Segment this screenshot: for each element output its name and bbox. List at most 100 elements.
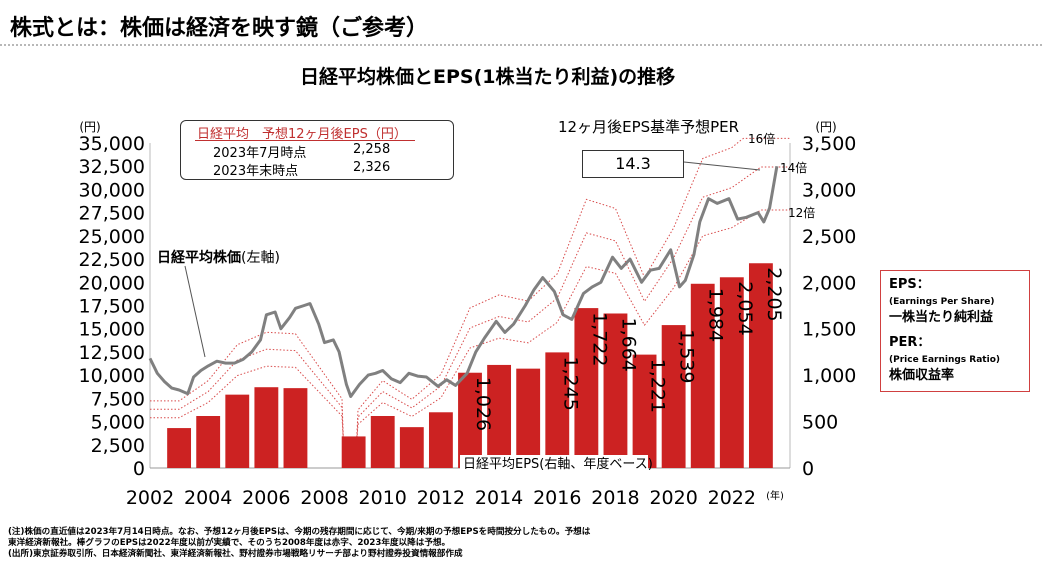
footnote-line: (出所)東京証券取引所、日本経済新聞社、東洋経済新報社、野村證券市場戦略リサーチ… xyxy=(8,549,463,559)
eps-bar xyxy=(690,283,715,468)
eps-bar-label: 1,245 xyxy=(559,356,581,410)
chart-title: 日経平均株価とEPS(1株当たり利益)の推移 xyxy=(300,66,676,88)
right-tick-label: 3,500 xyxy=(802,133,856,155)
left-tick-label: 5,000 xyxy=(91,412,145,434)
per-callout-leader xyxy=(683,161,761,171)
eps-box-header: 日経平均 予想12ヶ月後EPS（円） xyxy=(197,127,407,142)
eps-bar xyxy=(661,325,686,468)
x-tick-label: 2018 xyxy=(591,487,639,509)
right-tick-label: 2,500 xyxy=(802,226,856,248)
left-tick-label: 27,500 xyxy=(79,203,145,225)
per-band-label: 12倍 xyxy=(788,205,815,220)
left-tick-label: 22,500 xyxy=(79,249,145,271)
left-tick-label: 30,000 xyxy=(79,179,145,201)
x-tick-label: 2022 xyxy=(708,487,756,509)
x-tick-label: 2020 xyxy=(649,487,697,509)
eps-box-header-underline xyxy=(195,140,415,141)
left-tick-label: 7,500 xyxy=(91,388,145,410)
left-tick-label: 12,500 xyxy=(79,342,145,364)
eps-bar xyxy=(254,387,279,468)
per-band-line xyxy=(150,137,790,446)
eps-term: EPS： xyxy=(889,277,930,292)
footnote-line: (注)株価の直近値は2023年7月14日時点。なお、予想12ヶ月後EPSは、今期… xyxy=(8,527,591,537)
per-header: 12ヶ月後EPS基準予想PER xyxy=(558,118,740,136)
eps-bar xyxy=(516,368,541,468)
per-value-box: 14.3 xyxy=(582,150,684,178)
eps-bar xyxy=(574,308,599,468)
eps-bar xyxy=(632,354,657,468)
eps-bar xyxy=(748,263,773,468)
definitions-box: EPS： (Earnings Per Share) 一株当たり純利益 PER： … xyxy=(880,270,1030,392)
eps-bar-label: 1,026 xyxy=(472,377,494,431)
eps-box-row2-value: 2,326 xyxy=(353,160,391,175)
eps-bar xyxy=(283,388,308,468)
eps-bar xyxy=(487,364,512,468)
right-tick-label: 500 xyxy=(802,412,838,434)
price-label-leader xyxy=(184,265,206,358)
annotations: 1,026 1,245 1,722 1,664 1,221 1,539 1,984 2,054… xyxy=(157,131,815,472)
eps-series-label: 日経平均EPS(右軸、年度ベース) xyxy=(463,456,653,472)
right-tick-label: 1,500 xyxy=(802,319,856,341)
per-band-label: 16倍 xyxy=(748,131,775,146)
footnotes: (注)株価の直近値は2023年7月14日時点。なお、予想12ヶ月後EPSは、今期… xyxy=(8,527,590,560)
per-english: (Price Earnings Ratio) xyxy=(889,355,1000,365)
title-divider xyxy=(0,44,1042,46)
left-tick-label: 25,000 xyxy=(79,226,145,248)
eps-box-row1-label: 2023年7月時点 xyxy=(213,146,307,161)
price-series-label: 日経平均株価(左軸) xyxy=(157,249,280,266)
eps-series-label-bg xyxy=(460,455,648,471)
x-tick-label: 2002 xyxy=(126,487,174,509)
nikkei-price-line xyxy=(148,165,779,398)
eps-bar-label: 1,664 xyxy=(617,317,639,371)
right-tick-label: 3,000 xyxy=(802,179,856,201)
left-tick-label: 20,000 xyxy=(79,272,145,294)
per-band-line xyxy=(150,209,790,446)
eps-bar xyxy=(370,416,395,468)
right-tick-label: 0 xyxy=(802,458,814,480)
axes: 02,5005,0007,50010,00012,50015,00017,500… xyxy=(79,120,857,509)
per-japanese: 株価収益率 xyxy=(889,368,955,383)
left-tick-label: 15,000 xyxy=(79,319,145,341)
left-tick-label: 35,000 xyxy=(79,133,145,155)
eps-forecast-box: 日経平均 予想12ヶ月後EPS（円） 2023年7月時点 2,258 2023年… xyxy=(180,120,454,180)
eps-bar-label: 1,539 xyxy=(676,329,698,383)
eps-bar-label: 2,205 xyxy=(763,267,785,321)
left-axis-unit: (円) xyxy=(79,120,100,134)
eps-bar xyxy=(719,277,744,468)
eps-bar-label: 1,221 xyxy=(647,359,669,413)
right-tick-label: 2,000 xyxy=(802,272,856,294)
eps-english: (Earnings Per Share) xyxy=(889,297,995,307)
x-tick-label: 2010 xyxy=(359,487,407,509)
eps-bar xyxy=(428,412,453,468)
eps-bar xyxy=(458,372,482,468)
right-tick-label: 1,000 xyxy=(802,365,856,387)
footnote-line: 東洋経済新報社。棒グラフのEPSは2022年度以前が実績で、そのうち2008年度… xyxy=(8,538,451,548)
x-tick-label: 2016 xyxy=(533,487,581,509)
x-tick-label: 2004 xyxy=(184,487,232,509)
page-title: 株式とは：株価は経済を映す鏡（ご参考） xyxy=(10,16,429,41)
per-bands xyxy=(150,137,790,446)
x-tick-label: 2012 xyxy=(417,487,465,509)
eps-bar xyxy=(603,313,628,468)
per-band-line xyxy=(150,166,790,446)
eps-bar-label: 1,984 xyxy=(705,288,727,342)
eps-japanese: 一株当たり純利益 xyxy=(889,310,994,325)
left-tick-label: 32,500 xyxy=(79,156,145,178)
left-tick-label: 17,500 xyxy=(79,296,145,318)
eps-bar xyxy=(399,427,424,468)
eps-bar xyxy=(225,394,250,468)
per-term: PER： xyxy=(889,335,931,350)
right-axis-unit: (円) xyxy=(815,120,836,134)
eps-bar xyxy=(196,416,221,468)
left-tick-label: 0 xyxy=(133,458,145,480)
eps-box-row1-value: 2,258 xyxy=(353,142,391,157)
eps-bar xyxy=(545,352,570,468)
price-line-layer xyxy=(148,165,779,398)
eps-bar xyxy=(167,428,192,468)
eps-bar xyxy=(341,436,366,468)
per-band-label: 14倍 xyxy=(780,160,807,175)
eps-bars xyxy=(167,263,773,468)
x-axis-unit: (年) xyxy=(766,489,784,502)
eps-bar-label: 2,054 xyxy=(734,281,756,335)
